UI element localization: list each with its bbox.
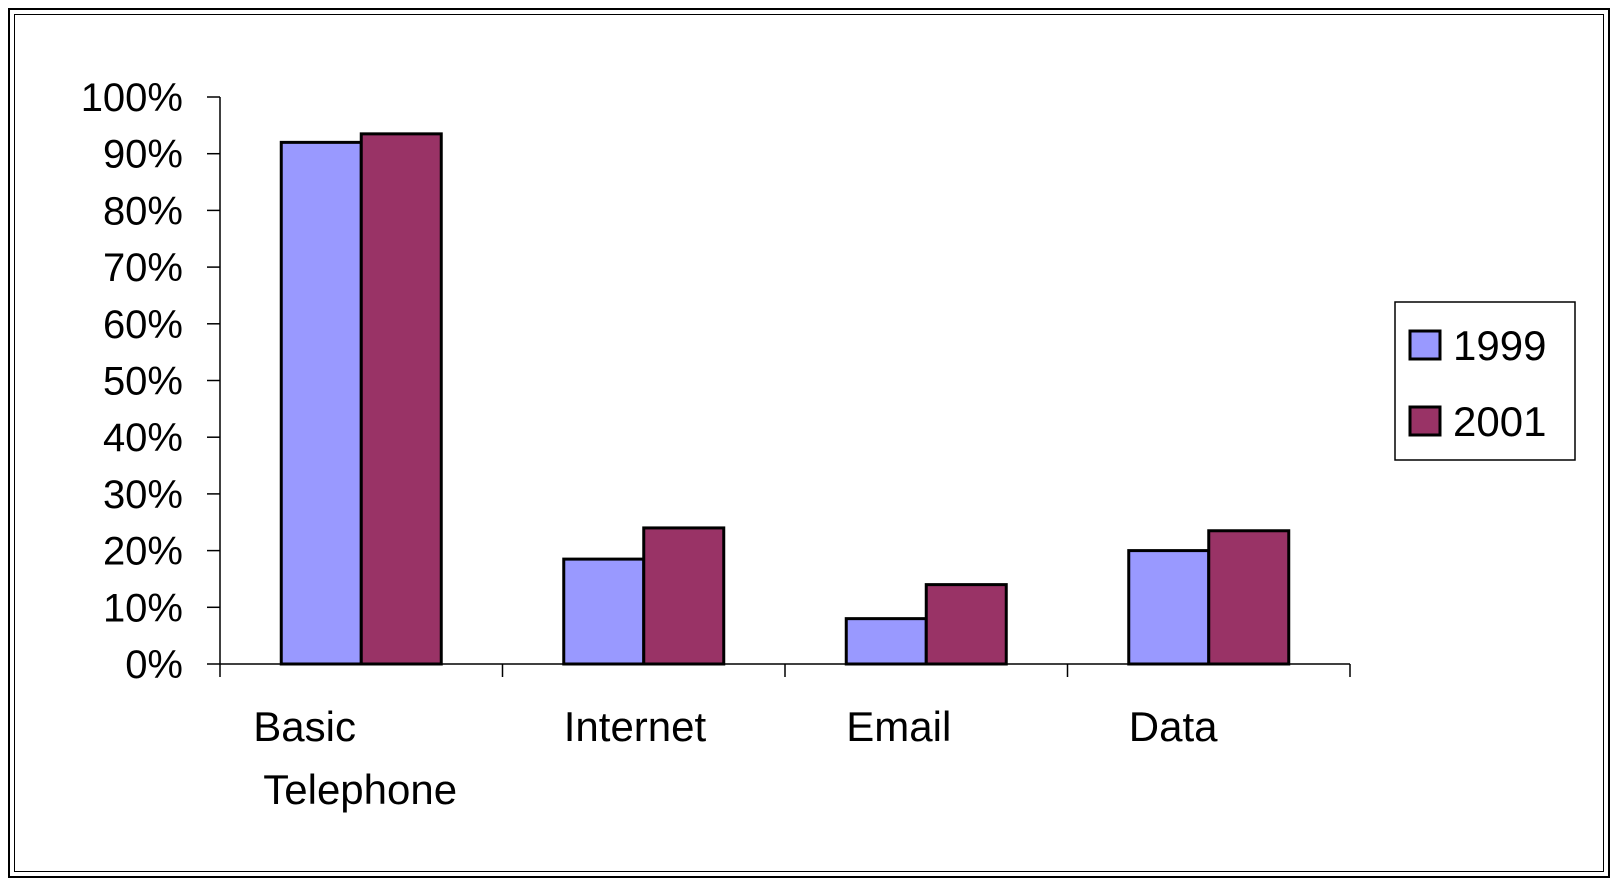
bar-2001-internet xyxy=(642,526,726,666)
legend-label-1999: 1999 xyxy=(1453,322,1546,369)
legend: 1999 2001 xyxy=(1394,301,1576,461)
y-tick-label: 30% xyxy=(103,473,183,517)
bar-2001-email xyxy=(924,583,1008,666)
legend-swatch-1999 xyxy=(1408,329,1442,361)
category-label: Data xyxy=(1129,703,1218,750)
y-tick-label: 80% xyxy=(103,189,183,233)
y-tick-label: 20% xyxy=(103,530,183,574)
y-tick-label: 0% xyxy=(125,643,183,687)
y-tick-label: 50% xyxy=(103,360,183,404)
legend-label-2001: 2001 xyxy=(1453,398,1546,445)
category-label: Email xyxy=(846,703,951,750)
bar-1999-basic-telephone xyxy=(279,140,363,666)
y-tick-label: 10% xyxy=(103,586,183,630)
category-label: Internet xyxy=(564,703,707,750)
y-tick-label: 40% xyxy=(103,416,183,460)
bar-2001-data xyxy=(1207,529,1291,666)
y-tick-label: 100% xyxy=(81,76,183,120)
legend-swatch-2001 xyxy=(1408,405,1442,437)
y-tick-label: 60% xyxy=(103,303,183,347)
x-axis xyxy=(219,663,1351,677)
category-label: Basic xyxy=(253,703,356,750)
chart-frame xyxy=(8,8,1610,878)
bar-1999-email xyxy=(844,617,928,666)
bar-1999-internet xyxy=(562,557,646,666)
category-labels: Basic Telephone Internet Email Data xyxy=(253,703,1218,813)
y-tick-label: 70% xyxy=(103,246,183,290)
y-tick-label: 90% xyxy=(103,133,183,177)
y-axis: 0% 10% 20% 30% 40% 50% 60% 70% 80% 90% 100% xyxy=(81,76,221,687)
bars xyxy=(279,132,1291,666)
category-label: Telephone xyxy=(263,766,457,813)
bar-2001-basic-telephone xyxy=(359,132,443,666)
bar-1999-data xyxy=(1127,549,1211,666)
